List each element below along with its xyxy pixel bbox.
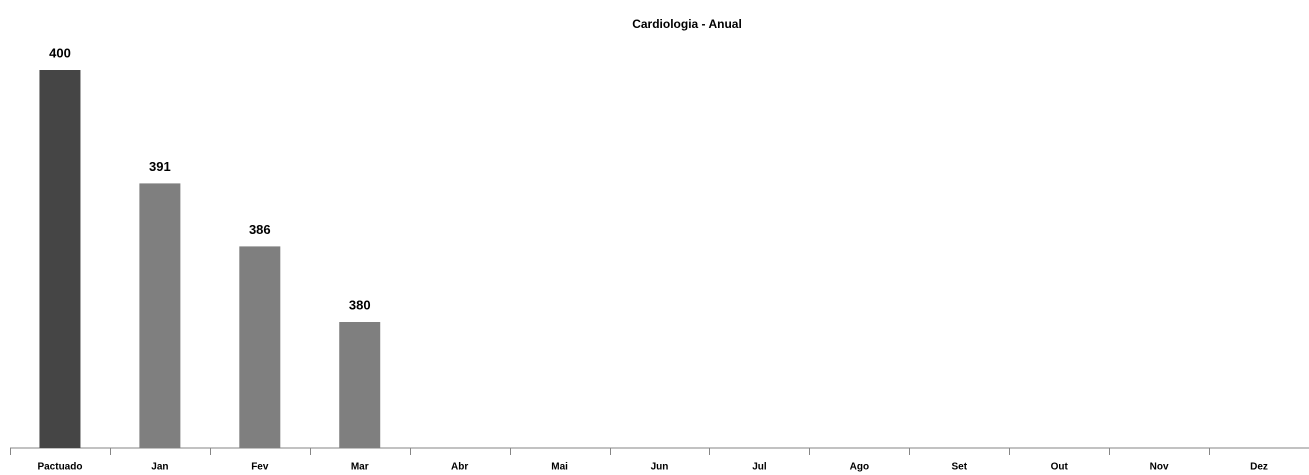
x-tick-label: Out <box>1051 462 1069 473</box>
x-tick-label: Jan <box>151 462 168 473</box>
chart-title: Cardiologia - Anual <box>632 17 742 31</box>
x-tick-label: Nov <box>1150 462 1169 473</box>
x-tick-label: Dez <box>1250 462 1268 473</box>
value-label: 400 <box>49 45 71 60</box>
value-label: 386 <box>249 222 271 237</box>
x-tick-label: Set <box>951 462 967 473</box>
x-tick-label: Abr <box>451 462 468 473</box>
x-tick-label: Fev <box>251 462 269 473</box>
value-label: 380 <box>349 297 371 312</box>
bar <box>39 70 81 448</box>
bar <box>139 183 181 448</box>
x-tick-label: Mar <box>351 462 369 473</box>
x-tick-label: Mai <box>551 462 568 473</box>
bar <box>339 322 381 448</box>
x-tick-label: Jul <box>752 462 767 473</box>
x-tick-label: Ago <box>850 462 869 473</box>
value-label: 391 <box>149 159 171 174</box>
x-tick-label: Pactuado <box>37 462 82 473</box>
x-tick-label: Jun <box>651 462 669 473</box>
bar <box>239 246 281 448</box>
